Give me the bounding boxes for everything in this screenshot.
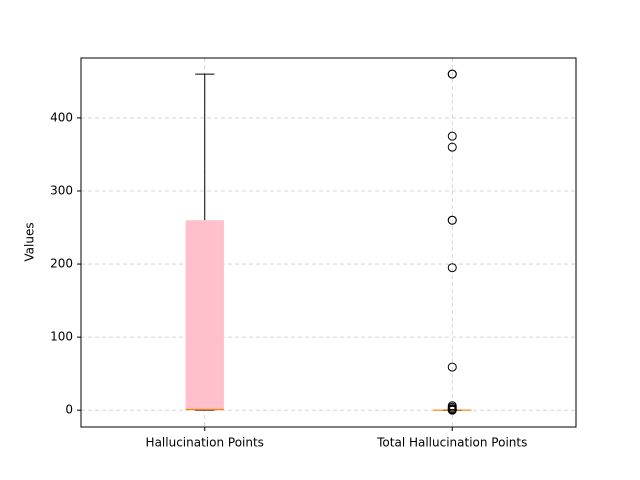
outlier	[447, 69, 457, 79]
y-tick-label: 100	[50, 330, 73, 344]
outlier	[447, 263, 457, 273]
outlier	[447, 131, 457, 141]
plot-frame	[80, 57, 577, 428]
box	[185, 220, 224, 411]
y-tick-label: 300	[50, 183, 73, 197]
y-tick-label: 200	[50, 257, 73, 271]
outlier	[447, 405, 457, 415]
outlier	[447, 362, 457, 372]
outlier	[447, 215, 457, 225]
x-tick-label: Total Hallucination Points	[376, 436, 527, 450]
y-tick-label: 400	[50, 110, 73, 124]
y-axis-label: Values	[23, 222, 37, 261]
outlier	[447, 142, 457, 152]
x-tick-label: Hallucination Points	[146, 436, 264, 450]
y-tick-label: 0	[65, 403, 73, 417]
